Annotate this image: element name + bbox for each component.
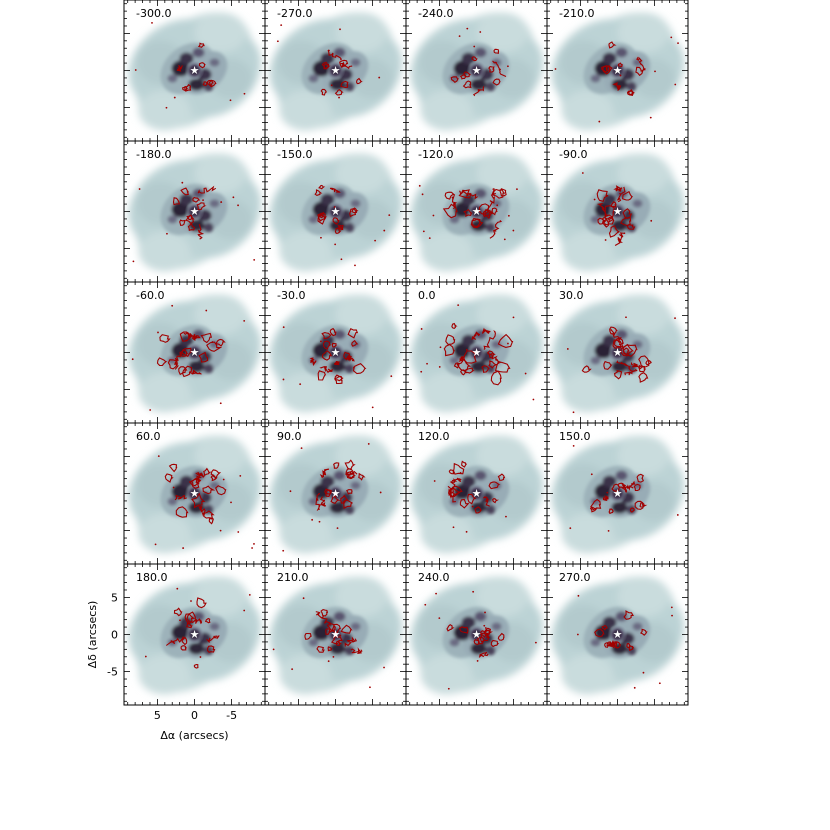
- channel-panel: ★ 30.0: [546, 281, 689, 424]
- velocity-label: 60.0: [136, 430, 161, 443]
- velocity-contours: [420, 304, 535, 401]
- channel-panel: ★ -270.0: [264, 0, 407, 142]
- central-star-icon: ★: [331, 205, 341, 218]
- velocity-label: -30.0: [277, 289, 305, 302]
- channel-panel: ★ 120.0: [405, 422, 548, 565]
- velocity-label: 270.0: [559, 571, 591, 584]
- central-star-icon: ★: [613, 205, 623, 218]
- velocity-contours: [576, 594, 673, 689]
- velocity-contours: [314, 184, 391, 267]
- channel-panel: ★ -210.0: [546, 0, 689, 142]
- velocity-contours: [282, 443, 382, 552]
- y-axis-title: Δδ (arcsecs): [86, 601, 99, 669]
- x-axis-title: Δα (arcsecs): [160, 729, 228, 742]
- velocity-label: -90.0: [559, 148, 587, 161]
- central-star-icon: ★: [472, 64, 482, 77]
- channel-panel: ★ -30.0: [264, 281, 407, 424]
- channel-panel: ★ -180.0: [123, 140, 266, 283]
- velocity-label: 240.0: [418, 571, 450, 584]
- central-star-icon: ★: [613, 487, 623, 500]
- velocity-contours: [272, 597, 385, 689]
- central-star-icon: ★: [472, 628, 482, 641]
- y-tick-label: 5: [111, 591, 118, 604]
- velocity-label: -300.0: [136, 7, 171, 20]
- velocity-contours: [144, 587, 251, 669]
- channel-panel: ★ -150.0: [264, 140, 407, 283]
- central-star-icon: ★: [472, 205, 482, 218]
- velocity-contours: [132, 181, 256, 263]
- channel-panel: ★ -90.0: [546, 140, 689, 283]
- x-tick-label: 5: [154, 709, 161, 722]
- channel-panel: ★ -60.0: [123, 281, 266, 424]
- velocity-contours: [276, 24, 381, 99]
- central-star-icon: ★: [190, 346, 200, 359]
- panel-ticks: [406, 0, 547, 141]
- panel-ticks: [124, 564, 265, 705]
- velocity-contours: [131, 304, 246, 411]
- panel-ticks: [124, 0, 265, 141]
- velocity-contours: [418, 184, 518, 241]
- velocity-label: -150.0: [277, 148, 312, 161]
- y-tick-label: 0: [111, 629, 118, 642]
- velocity-contours: [569, 444, 679, 532]
- velocity-label: 0.0: [418, 289, 436, 302]
- central-star-icon: ★: [331, 346, 341, 359]
- panel-ticks: [547, 423, 688, 564]
- velocity-label: -210.0: [559, 7, 594, 20]
- velocity-label: -240.0: [418, 7, 453, 20]
- velocity-label: 210.0: [277, 571, 309, 584]
- channel-panel: ★ -240.0: [405, 0, 548, 142]
- central-star-icon: ★: [613, 628, 623, 641]
- channel-panel: ★ -120.0: [405, 140, 548, 283]
- velocity-contours: [154, 455, 255, 549]
- x-tick-label: 0: [191, 709, 198, 722]
- central-star-icon: ★: [331, 64, 341, 77]
- panel-ticks: [547, 282, 688, 423]
- channel-panel: ★ 270.0: [546, 563, 689, 706]
- channel-panel: ★ 0.0: [405, 281, 548, 424]
- panel-ticks: [547, 564, 688, 705]
- velocity-label: -270.0: [277, 7, 312, 20]
- central-star-icon: ★: [613, 346, 623, 359]
- central-star-icon: ★: [472, 487, 482, 500]
- velocity-label: 120.0: [418, 430, 450, 443]
- velocity-label: -180.0: [136, 148, 171, 161]
- velocity-label: 180.0: [136, 571, 168, 584]
- central-star-icon: ★: [190, 628, 200, 641]
- velocity-contours: [424, 590, 537, 690]
- central-star-icon: ★: [331, 487, 341, 500]
- velocity-label: 90.0: [277, 430, 302, 443]
- channel-panel: ★ 150.0: [546, 422, 689, 565]
- channel-panel: ★ 60.0: [123, 422, 266, 565]
- velocity-contours: [282, 326, 393, 409]
- velocity-contours: [450, 27, 509, 97]
- channel-panel: ★ 210.0: [264, 563, 407, 706]
- central-star-icon: ★: [190, 487, 200, 500]
- channel-panel: ★ 240.0: [405, 563, 548, 706]
- velocity-label: 150.0: [559, 430, 591, 443]
- y-tick-label: -5: [107, 666, 118, 679]
- velocity-contours: [581, 172, 653, 246]
- velocity-label: -120.0: [418, 148, 453, 161]
- central-star-icon: ★: [190, 205, 200, 218]
- velocity-contours: [566, 316, 676, 414]
- central-star-icon: ★: [331, 628, 341, 641]
- channel-panel: ★ -300.0: [123, 0, 266, 142]
- panel-grid: ★ -300.0 ★ -270.0 ★ -240.0 ★ -210.0 ★ -180.0 ★ -150…: [86, 0, 689, 742]
- x-tick-label: -5: [226, 709, 237, 722]
- velocity-contours: [433, 460, 507, 533]
- channel-panel: ★ 180.0: [123, 563, 266, 706]
- panel-ticks: [265, 0, 406, 141]
- panel-ticks: [265, 423, 406, 564]
- velocity-contours: [134, 21, 246, 109]
- central-star-icon: ★: [613, 64, 623, 77]
- central-star-icon: ★: [472, 346, 482, 359]
- channel-panel: ★ 90.0: [264, 422, 407, 565]
- central-star-icon: ★: [190, 64, 200, 77]
- velocity-label: 30.0: [559, 289, 584, 302]
- velocity-label: -60.0: [136, 289, 164, 302]
- velocity-contours: [554, 36, 679, 123]
